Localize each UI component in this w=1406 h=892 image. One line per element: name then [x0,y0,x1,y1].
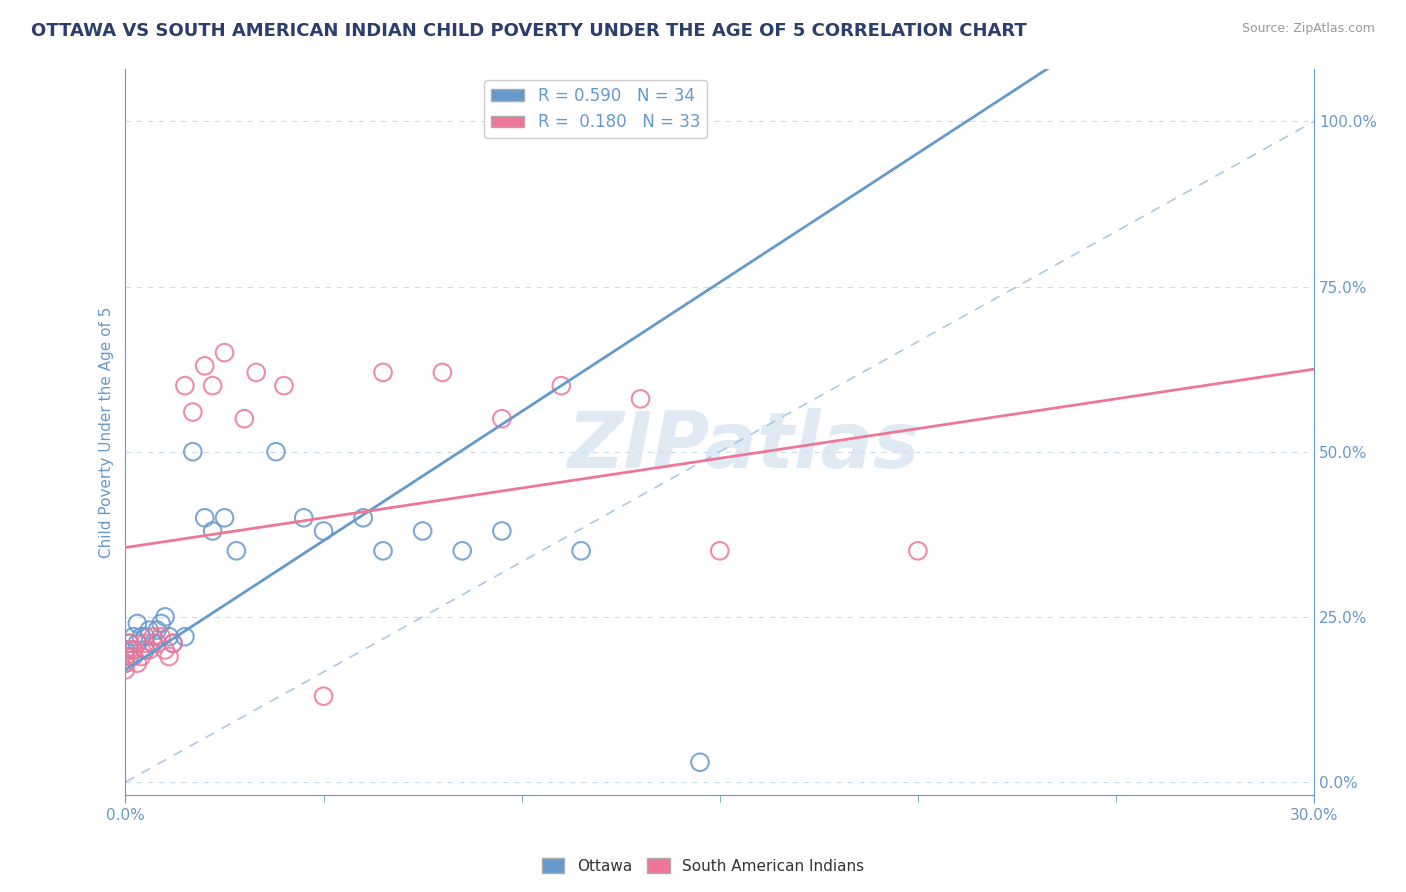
Point [214,510,236,524]
Point [569,544,592,558]
Point [150,630,173,644]
Point [138,643,160,657]
Point [264,444,287,458]
Point [122,630,145,644]
Point [491,411,513,425]
Point [245,366,267,380]
Point [201,524,224,538]
Point [162,636,184,650]
Point [181,405,204,419]
Point [233,411,256,425]
Point [312,689,335,703]
Point [134,643,156,657]
Point [292,510,315,524]
Point [134,636,156,650]
Point [630,392,652,406]
Point [131,649,153,664]
Point [118,643,141,657]
Point [114,643,136,657]
Point [118,636,141,650]
Point [174,378,197,392]
Point [157,649,180,664]
Point [432,366,454,380]
Legend: R = 0.590   N = 34, R =  0.180   N = 33: R = 0.590 N = 34, R = 0.180 N = 33 [485,80,707,138]
Point [134,630,156,644]
Point [146,636,169,650]
Point [118,649,141,664]
Point [273,378,295,392]
Point [689,756,711,770]
Point [114,663,136,677]
Point [142,636,165,650]
Point [127,616,149,631]
Text: Source: ZipAtlas.com: Source: ZipAtlas.com [1241,22,1375,36]
Point [312,524,335,538]
Point [122,649,145,664]
Point [122,643,145,657]
Point [114,656,136,670]
Point [709,544,731,558]
Point [550,378,572,392]
Point [491,524,513,538]
Point [225,544,247,558]
Point [146,623,169,637]
Point [118,636,141,650]
Point [127,636,149,650]
Y-axis label: Child Poverty Under the Age of 5: Child Poverty Under the Age of 5 [100,306,114,558]
Point [150,616,173,631]
Point [157,630,180,644]
Point [451,544,474,558]
Point [127,656,149,670]
Point [131,630,153,644]
Point [153,610,176,624]
Point [162,636,184,650]
Point [142,630,165,644]
Point [194,510,217,524]
Point [114,649,136,664]
Point [114,656,136,670]
Point [201,378,224,392]
Legend: Ottawa, South American Indians: Ottawa, South American Indians [536,852,870,880]
Point [352,510,374,524]
Point [214,345,236,359]
Point [122,643,145,657]
Point [138,623,160,637]
Point [153,643,176,657]
Point [907,544,929,558]
Point [412,524,434,538]
Text: ZIPatlas: ZIPatlas [568,409,920,484]
Text: OTTAWA VS SOUTH AMERICAN INDIAN CHILD POVERTY UNDER THE AGE OF 5 CORRELATION CHA: OTTAWA VS SOUTH AMERICAN INDIAN CHILD PO… [31,22,1026,40]
Point [174,630,197,644]
Point [194,359,217,373]
Point [181,444,204,458]
Point [371,366,394,380]
Point [371,544,394,558]
